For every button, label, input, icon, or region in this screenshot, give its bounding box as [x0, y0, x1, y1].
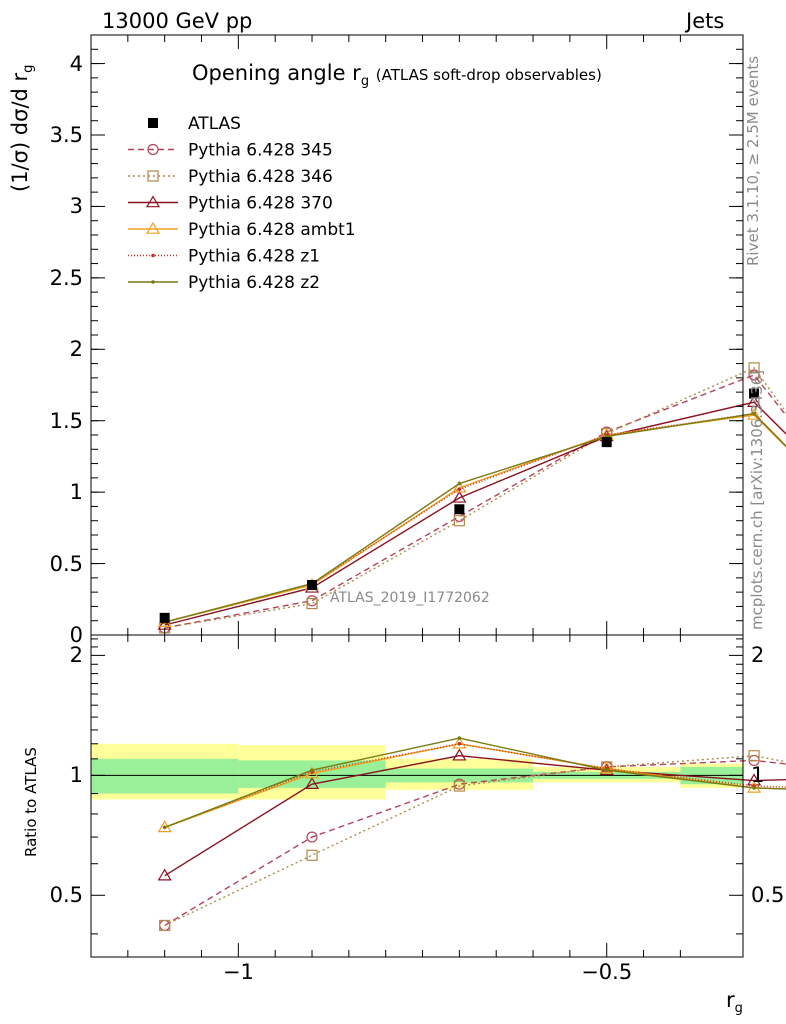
atlas-data-point	[307, 580, 318, 590]
series-marker-2	[747, 394, 762, 407]
legend-label: Pythia 6.428 z2	[188, 273, 320, 293]
main-y-tick-label: 1.5	[49, 408, 83, 433]
ratio-y-tick-label: 2	[69, 643, 83, 668]
series-marker-5	[457, 481, 462, 486]
ratio-line-1	[164, 755, 786, 927]
atlas-data-point	[159, 612, 170, 623]
legend-marker	[147, 170, 159, 182]
atlas-data-point	[749, 388, 760, 399]
main-y-tick-label: 0	[69, 623, 83, 647]
main-y-tick-label: 4	[69, 51, 83, 76]
ratio-y-tick-label-right: 0.5	[751, 883, 785, 908]
x-axis-label: rg	[726, 988, 743, 1016]
mcplots-label: mcplots.cern.ch [arXiv:1306.3436]	[748, 369, 766, 630]
main-y-tick-label: 0.5	[49, 551, 83, 576]
series-marker-1	[453, 515, 465, 527]
legend-marker	[145, 221, 161, 234]
main-y-tick-label: 3	[69, 194, 83, 219]
atlas-data-point	[454, 504, 465, 515]
watermark: ATLAS_2019_I1772062	[330, 590, 490, 606]
legend: ATLAS Pythia 6.428 345 Pythia 6.428 346 Pyt…	[128, 114, 356, 293]
main-y-tick-label: 2.5	[49, 265, 83, 290]
chart-title: Opening angle rg (ATLAS soft-drop observ…	[192, 61, 602, 89]
x-tick-label: −0.5	[581, 960, 633, 984]
ratio-line-0	[164, 759, 786, 927]
legend-marker	[151, 280, 155, 284]
ratio-marker-1	[453, 780, 465, 792]
ratio-marker-2	[157, 868, 172, 881]
ratio-marker-3	[452, 736, 467, 749]
series-marker-0	[748, 369, 760, 381]
ratio-y-tick-label-right: 1	[751, 763, 765, 788]
ratio-marker-5	[162, 825, 167, 830]
x-tick-label: −1	[222, 960, 254, 984]
ratio-marker-5	[310, 768, 314, 773]
series-line-1	[164, 366, 786, 629]
main-y-tick-label: 2	[69, 337, 83, 362]
atlas-data-points	[159, 388, 760, 623]
ratio-marker-1	[306, 849, 318, 861]
chart-title-paren: (ATLAS soft-drop observables)	[375, 66, 602, 84]
legend-label: Pythia 6.428 370	[188, 194, 333, 214]
chart-title-main: Opening angle r	[192, 61, 361, 85]
legend-marker	[145, 195, 161, 208]
legend-marker	[147, 143, 159, 156]
series-marker-1	[306, 597, 318, 610]
ratio-marker-5	[604, 768, 609, 773]
ratio-y-tick-label: 1	[69, 763, 83, 788]
series-marker-3	[452, 480, 467, 493]
legend-marker	[151, 253, 155, 258]
ratio-y-tick-label: 0.5	[49, 883, 83, 908]
series-line-2	[164, 401, 786, 626]
legend-marker	[148, 118, 158, 128]
legend-label: ATLAS	[188, 114, 241, 134]
series-line-5	[164, 412, 786, 623]
ratio-marker-2	[452, 748, 467, 761]
chart-title-sub: g	[360, 74, 370, 90]
header-left: 13000 GeV pp	[102, 9, 253, 33]
atlas-data-point	[601, 437, 612, 448]
ratio-marker-0	[306, 831, 318, 843]
series-line-0	[164, 374, 786, 629]
ratio-marker-1	[748, 750, 760, 762]
legend-label: Pythia 6.428 ambt1	[188, 220, 356, 240]
y-axis-label-main-text: (1/σ) dσ/d r	[8, 72, 32, 192]
ratio-marker-2	[304, 777, 320, 790]
rivet-label: Rivet 3.1.10, ≥ 2.5M events	[744, 55, 762, 266]
x-axis-label-text: r	[726, 988, 735, 1012]
header-right: Jets	[686, 9, 725, 33]
y-axis-label-ratio: Ratio to ATLAS	[22, 747, 40, 857]
main-y-tick-label: 1	[69, 480, 83, 505]
axis-ticks	[91, 35, 743, 957]
ratio-marker-5	[457, 736, 462, 740]
main-series	[157, 362, 786, 634]
y-axis-label-main: (1/σ) dσ/d rg	[8, 65, 36, 192]
ratio-series	[157, 736, 786, 932]
ratio-line-2	[164, 755, 786, 877]
legend-label: Pythia 6.428 346	[188, 167, 333, 187]
ratio-line-5	[164, 737, 786, 829]
y-axis-label-main-sub: g	[21, 64, 37, 73]
ratio-band-inner	[91, 758, 239, 794]
ratio-line-4	[164, 743, 786, 829]
series-marker-1	[748, 362, 760, 374]
x-axis-label-sub: g	[734, 1001, 743, 1017]
main-y-tick-label: 3.5	[49, 123, 83, 147]
series-marker-5	[752, 411, 756, 416]
series-marker-4	[457, 487, 462, 492]
ratio-y-tick-label-right: 2	[751, 643, 765, 668]
ratio-frame	[90, 634, 744, 958]
ratio-marker-3	[304, 766, 320, 779]
ratio-marker-4	[457, 741, 462, 746]
legend-label: Pythia 6.428 345	[188, 141, 333, 161]
series-marker-2	[452, 490, 467, 503]
legend-label: Pythia 6.428 z1	[188, 247, 320, 267]
ratio-marker-1	[159, 919, 171, 932]
ratio-marker-5	[752, 786, 756, 790]
